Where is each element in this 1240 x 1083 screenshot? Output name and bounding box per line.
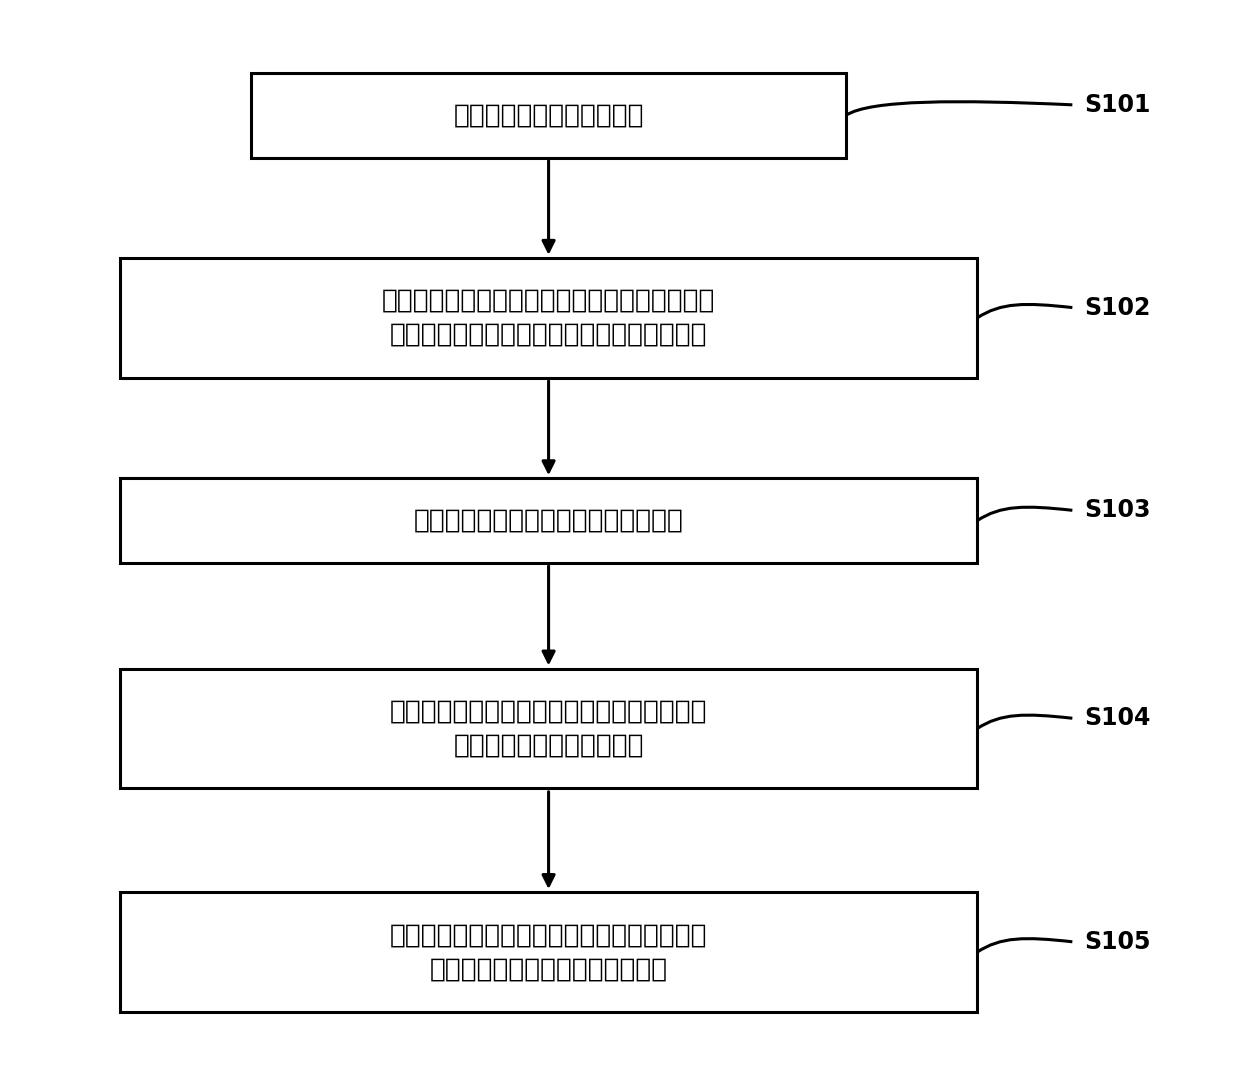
Bar: [120, 258, 977, 378]
Bar: [120, 892, 977, 1012]
Text: 根据所述蜚蠊视频和训练集视频通过神经网络模
型进行目标检测，并提取个体信息和行为信息: 根据所述蜚蠊视频和训练集视频通过神经网络模 型进行目标检测，并提取个体信息和行为…: [382, 288, 715, 348]
Text: S101: S101: [1084, 93, 1151, 117]
Text: S105: S105: [1084, 930, 1151, 954]
Text: 获取蜚蠊视频和训练集视频: 获取蜚蠊视频和训练集视频: [454, 102, 644, 128]
Bar: [250, 73, 846, 158]
Text: 对目标检测操作后的蜚蠊进行目标跟踪: 对目标检测操作后的蜚蠊进行目标跟踪: [414, 508, 683, 534]
Bar: [120, 669, 977, 788]
Text: S102: S102: [1084, 296, 1151, 319]
Text: 将所述数据统计结果进行数据可视化及结果分
析，生成蜚蠊防治或人工养殖方案: 将所述数据统计结果进行数据可视化及结果分 析，生成蜚蠊防治或人工养殖方案: [389, 922, 707, 982]
Text: 生成所述目标跟踪的视频，并结合个体信息和
行为信息生成数据统计结果: 生成所述目标跟踪的视频，并结合个体信息和 行为信息生成数据统计结果: [389, 699, 707, 759]
Text: S103: S103: [1084, 498, 1151, 522]
Text: S104: S104: [1084, 706, 1151, 730]
Bar: [120, 478, 977, 563]
